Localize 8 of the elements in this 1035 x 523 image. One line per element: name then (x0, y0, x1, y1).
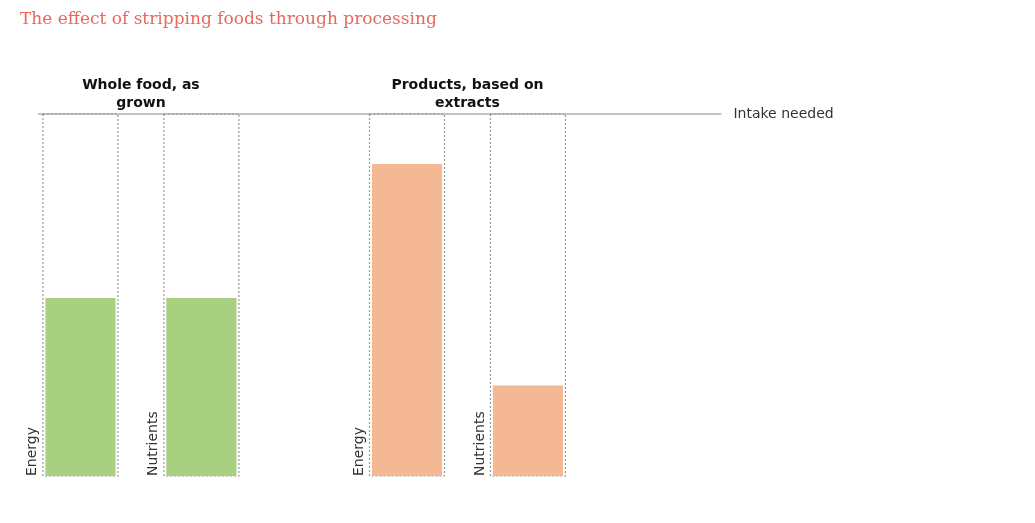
x-tick-label: Nutrients (470, 411, 487, 476)
x-tick-label: Energy (349, 426, 366, 476)
x-tick-label: Nutrients (144, 411, 161, 476)
ref-line-label: Intake needed (733, 105, 834, 121)
text: Products, based on extracts (391, 76, 544, 110)
text: Whole food, as grown (82, 76, 200, 110)
x-tick-label: Energy (23, 426, 40, 476)
chart-title: The effect of stripping foods through processing (20, 8, 437, 28)
